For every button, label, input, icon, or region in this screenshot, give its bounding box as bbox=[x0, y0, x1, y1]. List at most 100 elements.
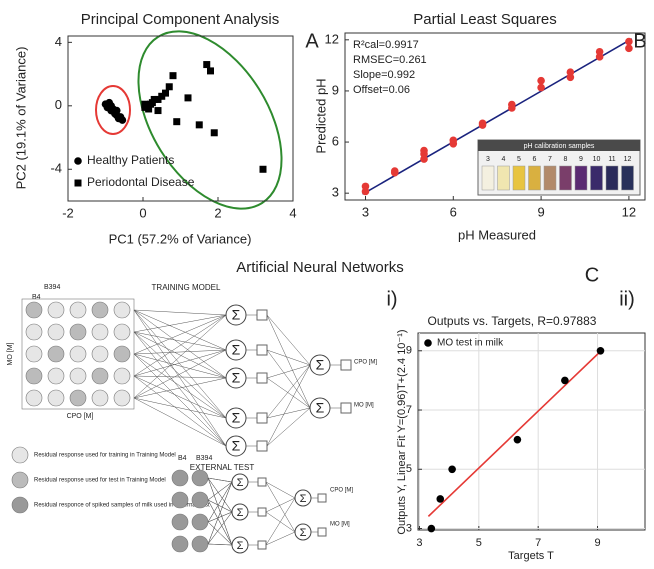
data-point bbox=[210, 129, 218, 137]
data-point bbox=[141, 100, 149, 108]
sensor-cell bbox=[69, 389, 87, 407]
x-tick-label: 3 bbox=[362, 204, 369, 219]
sensor-cell bbox=[91, 389, 109, 407]
connection bbox=[133, 314, 227, 355]
inset-label: 8 bbox=[564, 156, 568, 163]
x-tick-label: 0 bbox=[139, 205, 146, 220]
vial bbox=[590, 165, 603, 191]
inset-label: 3 bbox=[486, 156, 490, 163]
annotation: Offset=0.06 bbox=[353, 84, 410, 96]
sensor-cell bbox=[25, 301, 43, 319]
data-point bbox=[537, 76, 545, 85]
data-point bbox=[448, 465, 456, 474]
transfer-box bbox=[256, 412, 268, 424]
transfer-box bbox=[340, 402, 352, 414]
x-tick-label: 4 bbox=[289, 205, 296, 220]
data-point bbox=[595, 47, 604, 56]
disease-ellipse bbox=[137, 30, 283, 210]
fit-line bbox=[362, 38, 633, 195]
y-axis-label: PC2 (19.1% of Variance) bbox=[13, 47, 28, 190]
x-axis-label: pH Measured bbox=[458, 227, 536, 242]
transfer-box bbox=[317, 493, 327, 503]
sensor-cell bbox=[191, 469, 209, 487]
x-tick-label: 2 bbox=[214, 205, 221, 220]
connection bbox=[133, 331, 227, 419]
diagram-text: Σ bbox=[300, 527, 307, 539]
y-tick-label: 9 bbox=[406, 345, 412, 357]
diagram-text: MO [M] bbox=[7, 342, 14, 365]
connection bbox=[266, 364, 311, 379]
x-axis-label: Targets T bbox=[508, 550, 554, 562]
data-point bbox=[169, 72, 177, 80]
diagram-text: Σ bbox=[237, 477, 244, 489]
sensor-cell bbox=[113, 367, 131, 385]
y-tick-label: 3 bbox=[332, 185, 339, 200]
transfer-box bbox=[257, 507, 267, 517]
data-point bbox=[561, 376, 569, 385]
connection bbox=[207, 481, 233, 501]
transfer-box bbox=[317, 527, 327, 537]
y-tick-label: 9 bbox=[332, 82, 339, 97]
sensor-cell bbox=[171, 513, 189, 531]
annotation: RMSEC=0.261 bbox=[353, 54, 427, 66]
chart-title: Partial Least Squares bbox=[413, 11, 556, 28]
connection bbox=[133, 377, 227, 399]
connection bbox=[207, 543, 233, 546]
sensor-cell bbox=[25, 323, 43, 341]
transfer-box bbox=[256, 440, 268, 452]
connection bbox=[266, 364, 311, 419]
diagram-text: B394 bbox=[44, 284, 60, 291]
diagram-text: B4 bbox=[32, 294, 41, 301]
y-tick-label: 0 bbox=[55, 97, 62, 112]
y-axis-label: Outputs Y, Linear Fit Y=(0.96)T+(2.4 10⁻… bbox=[396, 329, 408, 534]
fit-line bbox=[427, 350, 602, 517]
diagram-text: Residual response used for training in T… bbox=[34, 453, 176, 459]
sensor-cell bbox=[25, 367, 43, 385]
diagram-text: Σ bbox=[237, 540, 244, 552]
plot-area bbox=[344, 32, 646, 201]
connection bbox=[266, 407, 311, 419]
diagram-text: Σ bbox=[237, 507, 244, 519]
x-axis-label: PC1 (57.2% of Variance) bbox=[109, 231, 252, 246]
section-title: Artificial Neural Networks bbox=[236, 259, 404, 276]
connection bbox=[133, 331, 227, 351]
diagram-text: Σ bbox=[316, 400, 325, 416]
annotation: R²cal=0.9917 bbox=[353, 39, 419, 51]
panel-label: ii) bbox=[619, 288, 635, 310]
vial bbox=[621, 165, 634, 191]
healthy-ellipse bbox=[95, 85, 131, 135]
x-tick-label: 12 bbox=[622, 204, 636, 219]
connection bbox=[207, 477, 233, 513]
diagram-text: CPO [M] bbox=[354, 360, 377, 366]
connection bbox=[133, 309, 227, 351]
data-point bbox=[259, 165, 267, 173]
connection bbox=[266, 377, 311, 409]
sensor-cell bbox=[25, 389, 43, 407]
connection bbox=[133, 397, 227, 447]
sensor-cell bbox=[47, 323, 65, 341]
connection bbox=[133, 353, 227, 379]
sensor-cell bbox=[113, 345, 131, 363]
diagram-text: EXTERNAL TEST bbox=[190, 463, 255, 472]
connection bbox=[133, 353, 227, 419]
connection bbox=[133, 309, 227, 447]
transfer-box bbox=[256, 309, 268, 321]
diagram-text: MO [M] bbox=[354, 403, 374, 409]
sensor-cell bbox=[25, 345, 43, 363]
diagram-text: MO [M] bbox=[330, 522, 350, 528]
data-point bbox=[162, 89, 169, 97]
diagram-text: Residual response used for test in Train… bbox=[34, 478, 166, 484]
x-tick-label: -2 bbox=[62, 205, 74, 220]
inset-label: 10 bbox=[593, 156, 601, 163]
diagram-text: CPO [M] bbox=[330, 488, 353, 494]
x-tick-label: 5 bbox=[476, 537, 482, 549]
diagram-text: B394 bbox=[196, 455, 212, 462]
y-tick-label: 5 bbox=[406, 463, 412, 475]
data-point bbox=[112, 106, 121, 115]
legend-marker bbox=[74, 179, 82, 187]
sensor-cell bbox=[11, 496, 29, 514]
data-point bbox=[513, 435, 522, 444]
connection bbox=[266, 314, 311, 366]
connection bbox=[133, 314, 227, 399]
